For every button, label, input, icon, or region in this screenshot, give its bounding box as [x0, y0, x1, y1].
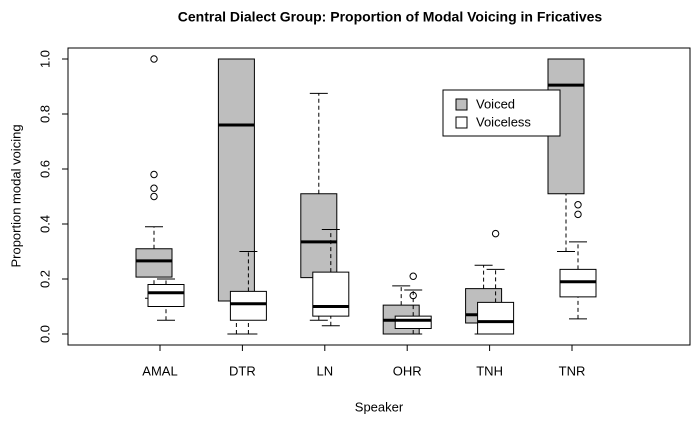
x-tick-label: DTR [229, 363, 256, 378]
x-axis-label: Speaker [355, 399, 404, 414]
outlier [491, 229, 500, 238]
outlier [150, 55, 158, 63]
legend-swatch [455, 116, 468, 129]
y-tick-label: 0.4 [37, 215, 52, 233]
y-tick-label: 1.0 [37, 50, 52, 68]
y-tick-label: 0.2 [37, 270, 52, 288]
box [229, 290, 267, 321]
box [135, 248, 173, 278]
box [394, 315, 432, 329]
outlier [574, 201, 582, 209]
y-tick-label: 0.6 [37, 160, 52, 178]
y-tick-label: 0.0 [37, 325, 52, 343]
chart-title: Central Dialect Group: Proportion of Mod… [178, 9, 603, 25]
legend-label: Voiced [476, 96, 515, 111]
box [312, 271, 350, 317]
box [477, 301, 515, 335]
x-tick-label: OHR [393, 363, 422, 378]
outlier [150, 184, 158, 192]
outlier [150, 170, 158, 179]
outlier [574, 210, 582, 219]
x-tick-label: AMAL [142, 363, 177, 378]
x-tick-label: TNR [559, 363, 586, 378]
x-tick-label: LN [316, 363, 333, 378]
y-tick-label: 0.8 [37, 105, 52, 123]
outlier [409, 272, 417, 280]
legend-swatch [455, 98, 468, 111]
outlier [409, 291, 417, 300]
box [147, 284, 185, 307]
y-axis-label: Proportion modal voicing [8, 124, 23, 267]
x-tick-label: TNH [476, 363, 503, 378]
outlier [150, 192, 158, 201]
box [300, 193, 338, 279]
legend-label: Voiceless [476, 114, 531, 129]
box [217, 58, 255, 302]
